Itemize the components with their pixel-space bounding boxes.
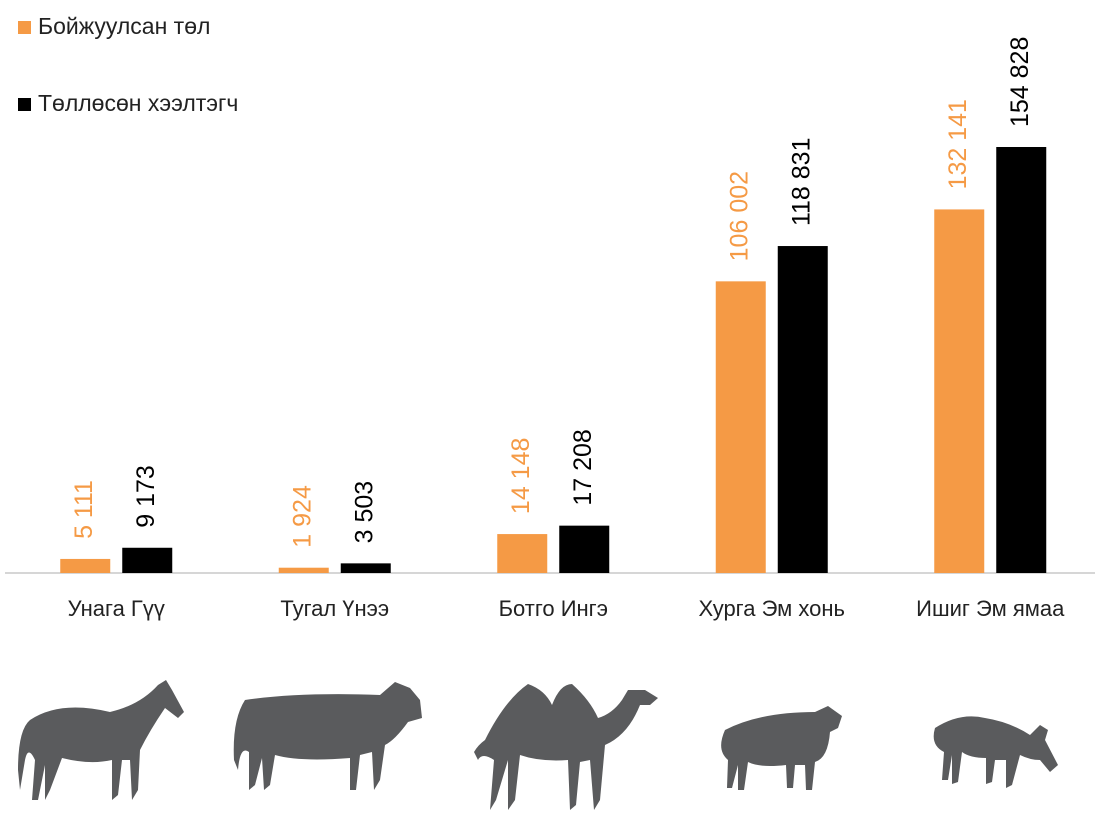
legend-label: Төллөсөн хээлтэгч xyxy=(38,90,238,116)
value-label: 5 111 xyxy=(70,480,98,539)
camel-icon xyxy=(474,684,658,810)
value-label: 14 148 xyxy=(507,438,535,514)
legend-label: Бойжуулсан төл xyxy=(38,13,210,39)
bar xyxy=(996,147,1046,573)
bar xyxy=(341,563,391,573)
value-label: 17 208 xyxy=(569,429,597,505)
value-label: 154 828 xyxy=(1006,37,1034,127)
value-label: 106 002 xyxy=(725,171,753,261)
legend-swatch xyxy=(18,98,31,111)
bar xyxy=(559,526,609,573)
legend-swatch xyxy=(18,21,31,34)
value-label: 118 831 xyxy=(787,138,815,227)
x-tick-label: Унага Гүү xyxy=(68,596,165,621)
horse-icon xyxy=(18,680,184,800)
x-tick-label: Тугал Үнээ xyxy=(280,596,389,621)
bar xyxy=(716,281,766,573)
x-tick-label: Хурга Эм хонь xyxy=(699,596,845,621)
animal-icons xyxy=(18,680,1058,810)
value-label: 3 503 xyxy=(350,481,378,544)
x-tick-label: Ботго Ингэ xyxy=(499,596,608,621)
cow-icon xyxy=(234,682,422,790)
bar xyxy=(778,246,828,573)
value-label: 132 141 xyxy=(944,99,972,189)
bar xyxy=(122,548,172,573)
x-tick-label: Ишиг Эм ямаа xyxy=(916,596,1065,621)
chart: Бойжуулсан төл Төллөсөн хээлтэгч Унага Гүү… xyxy=(0,0,1099,816)
value-label: 1 924 xyxy=(288,485,316,548)
bar xyxy=(60,559,110,573)
goat-icon xyxy=(934,716,1058,788)
bar xyxy=(279,568,329,573)
bar xyxy=(934,209,984,573)
value-label: 9 173 xyxy=(132,465,160,528)
bar xyxy=(497,534,547,573)
sheep-icon xyxy=(721,706,842,790)
